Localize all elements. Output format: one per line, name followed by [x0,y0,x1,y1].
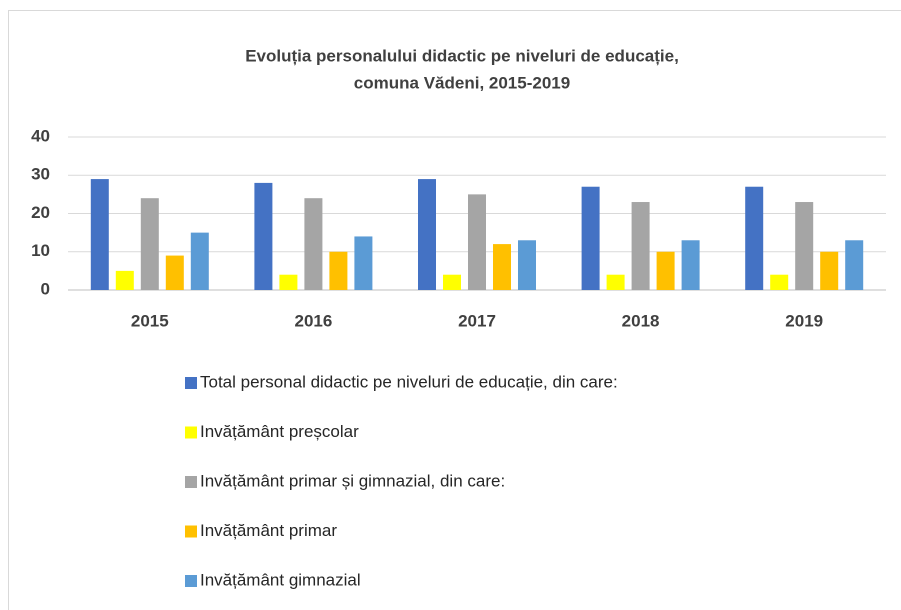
legend-swatch [185,377,197,389]
legend-label: Invățământ primar și gimnazial, din care… [200,471,505,490]
x-tick-label: 2015 [131,311,169,330]
bar [443,274,461,290]
legend-swatch [185,575,197,587]
bar [518,240,536,290]
bar [140,198,159,290]
legend-swatch [185,426,197,439]
bar [745,186,764,290]
bar [190,232,209,290]
x-tick-label: 2017 [458,311,496,330]
legend-label: Invățământ primar [200,521,337,540]
chart-title: Evoluția personalului didactic pe nivelu… [245,46,679,65]
bar [845,240,864,290]
bar [354,236,373,290]
bar [581,186,600,290]
bar [468,194,486,290]
bar [329,251,348,290]
y-tick-label: 0 [41,279,50,298]
bar [795,202,814,290]
legend-label: Invățământ gimnazial [200,570,361,589]
bar [304,198,323,290]
y-tick-label: 20 [31,203,50,222]
bar [493,244,511,290]
legend-swatch [185,525,197,538]
bar [606,274,625,290]
y-tick-label: 40 [31,126,50,145]
bar [770,274,789,290]
legend-swatch [185,476,197,488]
bar [115,270,134,290]
chart-frame [8,10,901,610]
bar [418,179,436,290]
chart-title: comuna Vădeni, 2015-2019 [354,73,570,92]
bar [656,251,675,290]
legend-label: Invățământ preșcolar [200,422,359,441]
x-tick-label: 2018 [622,311,660,330]
bar [254,182,273,290]
bar [165,255,184,290]
bar [681,240,700,290]
bar [631,202,650,290]
bar [820,251,839,290]
y-tick-label: 30 [31,165,50,184]
x-tick-label: 2016 [294,311,332,330]
bar [90,179,109,290]
legend-label: Total personal didactic pe niveluri de e… [200,372,618,391]
x-tick-label: 2019 [785,311,823,330]
y-tick-label: 10 [31,241,50,260]
bar [279,274,298,290]
